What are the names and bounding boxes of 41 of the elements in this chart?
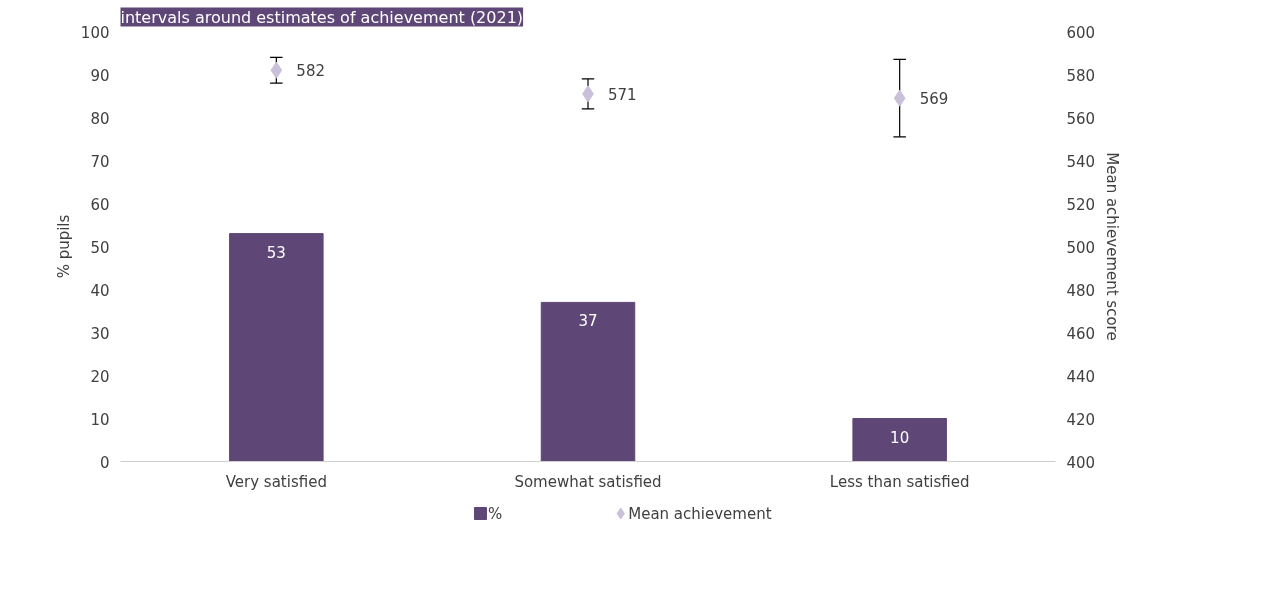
bar xyxy=(229,233,324,462)
bar xyxy=(540,301,636,462)
y2-tick-label: 520 xyxy=(1066,195,1096,214)
y2-tick-label: 540 xyxy=(1066,152,1096,171)
y-tick-label: 70 xyxy=(90,152,110,171)
y2-tick-label: 420 xyxy=(1066,410,1096,429)
y2-tick-label: 600 xyxy=(1066,23,1096,42)
y-tick-label: 50 xyxy=(90,238,110,257)
data-label: 571 xyxy=(608,85,637,104)
y-tick-label: 40 xyxy=(90,281,110,300)
x-tick-label: Less than satisfied xyxy=(829,472,970,491)
y-tick-label: 100 xyxy=(80,23,110,42)
y2-tick-label: 480 xyxy=(1066,281,1096,300)
x-tick-label: Very satisfied xyxy=(225,472,327,491)
y-tick-label: 80 xyxy=(90,109,110,128)
y-tick-label: 30 xyxy=(90,324,110,343)
legend-label: % xyxy=(487,504,503,523)
y-tick-label: 60 xyxy=(90,195,110,214)
point xyxy=(893,89,906,107)
x-tick-label: Somewhat satisfied xyxy=(514,472,662,491)
data-label: 582 xyxy=(296,62,325,81)
y2-axis-title: Mean achievement score xyxy=(1103,152,1122,341)
y2-tick-label: 560 xyxy=(1066,109,1096,128)
y-tick-label: 10 xyxy=(90,410,110,429)
y-tick-label: 90 xyxy=(90,66,110,85)
data-label: 10 xyxy=(890,428,910,447)
point xyxy=(270,61,283,79)
chart-title: intervals around estimates of achievement (2021) xyxy=(120,7,524,27)
y2-tick-label: 440 xyxy=(1066,367,1096,386)
y2-tick-label: 460 xyxy=(1066,324,1096,343)
y-tick-label: 0 xyxy=(99,453,110,472)
y2-tick-label: 400 xyxy=(1066,453,1096,472)
legend-label: Mean achievement xyxy=(628,504,772,523)
data-label: 53 xyxy=(266,243,286,262)
y2-tick-label: 580 xyxy=(1066,66,1096,85)
y-axis-title: % pupils xyxy=(54,214,73,279)
y2-tick-label: 500 xyxy=(1066,238,1096,257)
bar xyxy=(852,418,947,462)
data-label: 569 xyxy=(919,90,949,109)
y-tick-label: 20 xyxy=(90,367,110,386)
data-label: 37 xyxy=(578,312,598,331)
